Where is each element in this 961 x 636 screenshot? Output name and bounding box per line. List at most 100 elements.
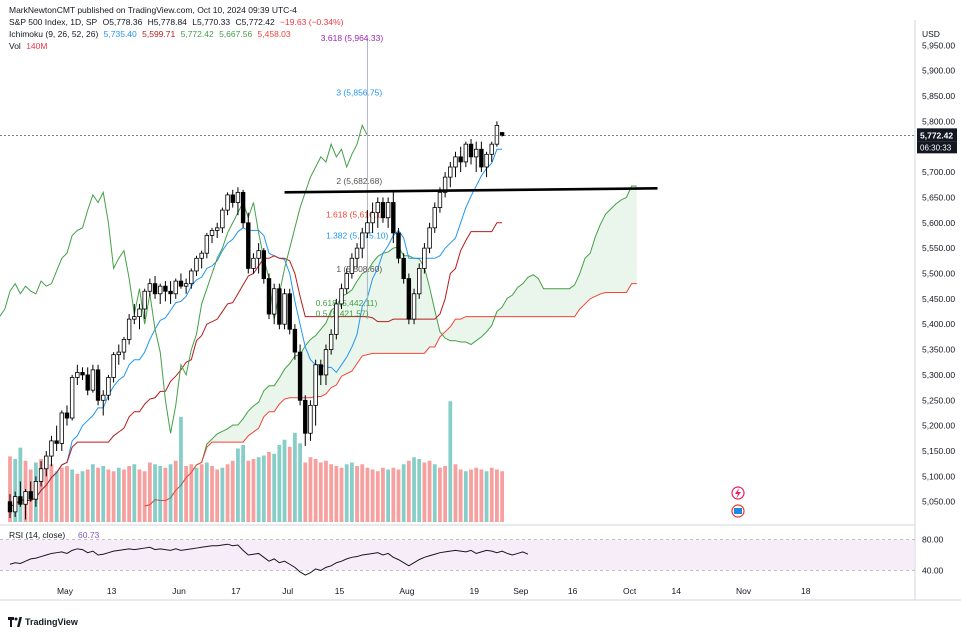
candle-body [277, 288, 282, 325]
ichimoku-cloud [144, 185, 637, 507]
volume-bar [463, 471, 468, 522]
kijun-sen [9, 222, 503, 507]
tradingview-footer[interactable]: TradingView [8, 617, 78, 627]
candle-body [240, 191, 246, 224]
candle-body [101, 394, 106, 401]
volume-bar [90, 464, 95, 522]
fib-level-label: 3 (5,856.75) [336, 88, 382, 98]
volume-bar [168, 464, 173, 522]
fib-level-label: 3.618 (5,964.33) [321, 33, 384, 43]
chikou-span [0, 124, 368, 434]
candle-body [292, 328, 298, 353]
volume-bar [324, 460, 328, 522]
volume-bar [298, 443, 302, 522]
volume-bar [334, 466, 339, 522]
volume-bar [313, 459, 318, 522]
candle-body [147, 283, 153, 292]
price-tick-label: 5,450.00 [922, 294, 955, 304]
volume-bar [484, 471, 489, 522]
tradingview-brand: TradingView [25, 617, 78, 627]
volume-bar [360, 464, 365, 522]
candle-body [199, 252, 204, 259]
candle-body [121, 339, 127, 353]
ichimoku-chikou-value: 5,772.42 [180, 29, 214, 39]
volume-bar [132, 464, 137, 522]
volume-bar [349, 462, 354, 522]
volume-bar [406, 460, 411, 522]
rsi-line [9, 543, 529, 576]
time-tick-label: 14 [672, 586, 682, 596]
price-tick-label: 5,150.00 [922, 446, 955, 456]
low-value: L5,770.33 [192, 17, 231, 27]
symbol-label[interactable]: S&P 500 Index, 1D, SP [9, 17, 98, 27]
candle-body [38, 468, 44, 482]
candle-body [251, 257, 256, 269]
volume-bar [272, 453, 277, 522]
volume-bar [329, 464, 334, 522]
ichimoku-label[interactable]: Ichimoku (9, 26, 52, 26) [9, 29, 99, 39]
price-tick-label: 5,400.00 [922, 319, 955, 329]
candle-body [54, 440, 59, 444]
candle-body [225, 194, 230, 211]
time-tick-label: 18 [801, 586, 811, 596]
candle-body [328, 333, 334, 350]
candle-body [75, 371, 80, 378]
volume-bar [355, 466, 359, 522]
volume-bar [479, 469, 484, 522]
candle-body [163, 285, 168, 292]
candle-body [152, 283, 158, 295]
fib-level-label: 1 (5,508.60) [336, 264, 382, 274]
trendline [284, 187, 658, 194]
time-tick-label: Jul [282, 586, 293, 596]
horizontal-trendline [284, 187, 658, 194]
price-tick-label: 5,350.00 [922, 345, 955, 355]
volume-bar [173, 460, 178, 522]
volume-bar [500, 471, 504, 522]
volume-bar [246, 460, 251, 522]
fib-level-label: 0.5 (5,421.57) [316, 308, 369, 318]
ichimoku-row[interactable]: Ichimoku (9, 26, 52, 26) 5,735.40 5,599.… [9, 28, 346, 40]
time-tick-label: 19 [469, 586, 479, 596]
volume-bar [236, 448, 240, 522]
candle-body [49, 440, 54, 457]
candle-body [168, 290, 173, 295]
candle-body [354, 247, 360, 259]
volume-bar [8, 456, 12, 522]
price-tick-label: 5,800.00 [922, 116, 955, 126]
volume-row[interactable]: Vol 140M [9, 40, 346, 52]
candle-body [28, 491, 33, 500]
ichimoku-kijun-value: 5,599.71 [142, 29, 176, 39]
candle-body [220, 209, 225, 229]
candle-body [235, 191, 241, 203]
volume-bar [153, 464, 157, 522]
volume-bar [344, 464, 349, 522]
volume-bar [489, 467, 494, 522]
volume-bar [261, 455, 266, 522]
candle-body [85, 374, 90, 391]
candle-body [385, 202, 391, 219]
vol-label[interactable]: Vol [9, 41, 21, 51]
volume-bar [101, 466, 106, 522]
candle-body [334, 303, 339, 335]
price-tick-label: 5,950.00 [922, 40, 955, 50]
candle-body [23, 491, 28, 505]
candle-body [432, 207, 437, 229]
volume-bar [137, 469, 142, 522]
price-tick-label: 5,600.00 [922, 218, 955, 228]
fib-level-label: 1.618 (5,616.18) [326, 210, 389, 220]
vol-value: 140M [26, 41, 48, 51]
ohlc-row[interactable]: S&P 500 Index, 1D, SP O5,778.36 H5,778.8… [9, 16, 346, 28]
price-axis: USD 5,050.00 5,100.00 5,150.00 5,200.00 5,250… [917, 29, 957, 507]
time-tick-label: 17 [231, 586, 241, 596]
candle-body [339, 288, 344, 305]
candle-body [230, 194, 235, 203]
candle-body [344, 273, 349, 290]
volume-bar [96, 467, 100, 522]
volume-bar [370, 469, 375, 522]
price-tick-label: 5,300.00 [922, 370, 955, 380]
candle-body [427, 227, 432, 249]
volume-bar [65, 466, 69, 522]
candle-body [468, 143, 474, 158]
